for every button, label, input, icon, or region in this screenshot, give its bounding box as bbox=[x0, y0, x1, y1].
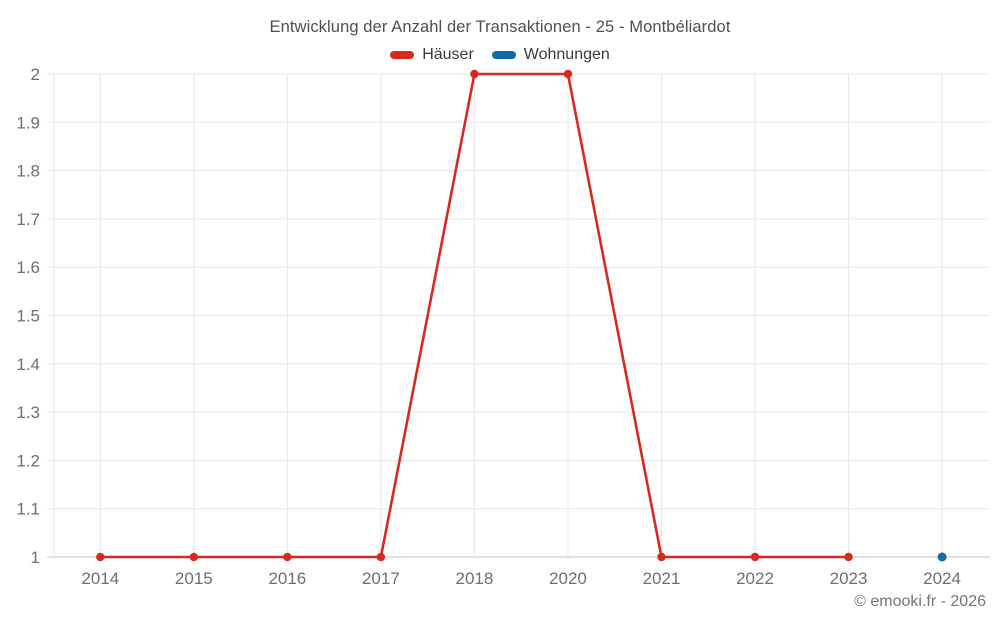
data-point-haeuser-2016[interactable] bbox=[283, 552, 292, 562]
copyright-notice: © emooki.fr - 2026 bbox=[854, 593, 986, 610]
y-tick-label: 1.3 bbox=[16, 403, 40, 422]
y-tick-label: 1.2 bbox=[16, 451, 40, 470]
legend-label-haeuser: Häuser bbox=[422, 46, 474, 63]
x-tick-label-2020: 2020 bbox=[549, 569, 587, 588]
data-point-wohnungen-2024[interactable] bbox=[937, 552, 947, 562]
legend-label-wohnungen: Wohnungen bbox=[523, 46, 610, 63]
legend-item-haeuser[interactable]: Häuser bbox=[390, 46, 474, 64]
x-tick-label-2021: 2021 bbox=[643, 569, 681, 588]
x-tick-label-2014: 2014 bbox=[81, 569, 119, 588]
legend-swatch-haeuser-icon bbox=[390, 51, 415, 59]
y-tick-label: 1 bbox=[31, 548, 40, 567]
data-point-haeuser-2015[interactable] bbox=[189, 552, 199, 562]
y-tick-label: 1.8 bbox=[16, 162, 40, 181]
legend-item-wohnungen[interactable]: Wohnungen bbox=[491, 46, 610, 64]
y-tick-label: 1.9 bbox=[16, 113, 40, 132]
x-tick-label-2015: 2015 bbox=[175, 569, 213, 588]
data-point-haeuser-2018[interactable] bbox=[470, 69, 479, 79]
y-tick-label: 1.5 bbox=[16, 307, 40, 326]
legend-swatch-wohnungen-icon bbox=[491, 51, 516, 59]
data-point-haeuser-2022[interactable] bbox=[750, 552, 760, 562]
data-point-haeuser-2014[interactable] bbox=[96, 552, 105, 562]
x-tick-label-2022: 2022 bbox=[736, 569, 774, 588]
y-tick-label: 1.7 bbox=[16, 210, 40, 229]
data-point-haeuser-2020[interactable] bbox=[563, 69, 573, 79]
y-tick-label: 1.4 bbox=[16, 355, 40, 374]
legend: Häuser Wohnungen bbox=[0, 46, 1000, 64]
x-tick-label-2023: 2023 bbox=[830, 569, 868, 588]
y-tick-label: 1.6 bbox=[16, 258, 40, 277]
chart-title: Entwicklung der Anzahl der Transaktionen… bbox=[269, 18, 731, 36]
data-point-haeuser-2023[interactable] bbox=[844, 552, 853, 562]
x-tick-label-2018: 2018 bbox=[456, 569, 494, 588]
data-point-haeuser-2017[interactable] bbox=[376, 552, 386, 562]
x-tick-label-2024: 2024 bbox=[923, 569, 961, 588]
x-tick-label-2016: 2016 bbox=[268, 569, 306, 588]
data-point-haeuser-2021[interactable] bbox=[657, 552, 666, 562]
y-tick-label: 1.1 bbox=[16, 500, 40, 519]
y-tick-label: 2 bbox=[31, 65, 40, 84]
x-tick-label-2017: 2017 bbox=[362, 569, 400, 588]
